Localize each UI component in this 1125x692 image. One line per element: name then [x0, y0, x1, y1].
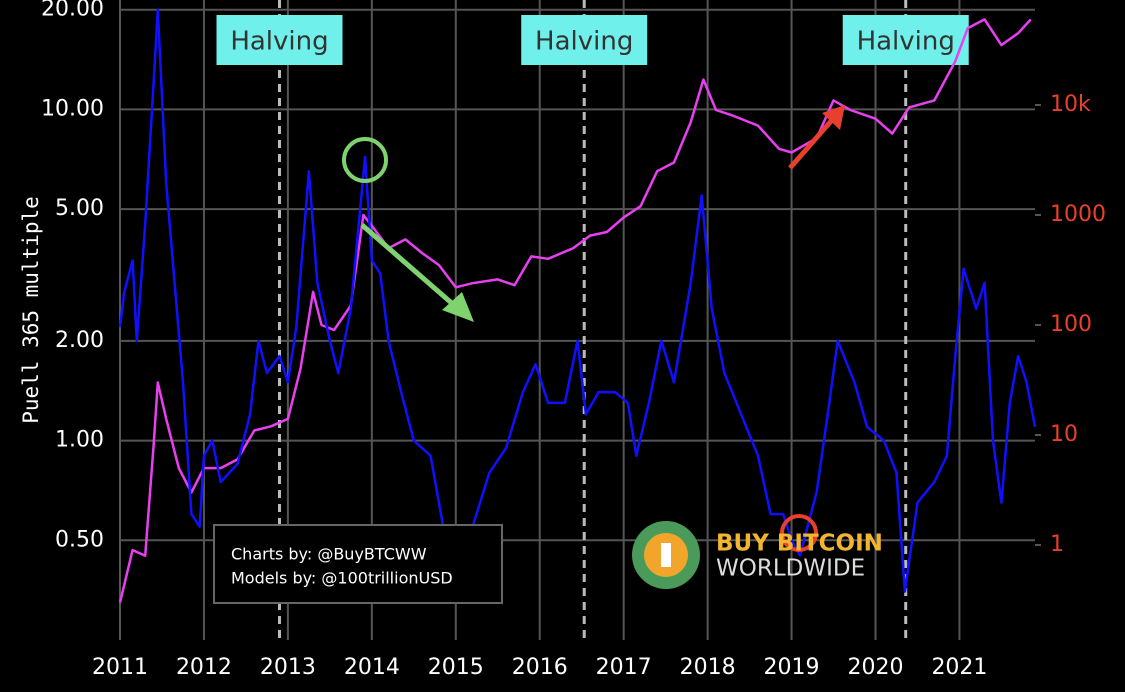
y2-tick-label: 1: [1050, 532, 1064, 557]
series-line: [118, 8, 1037, 593]
y2-tick-label: 10: [1050, 422, 1078, 447]
series-line: [118, 18, 1032, 603]
y-tick-label: 1.00: [55, 428, 104, 453]
y-tick-label: 2.00: [55, 328, 104, 353]
x-tick-label: 2012: [176, 655, 232, 680]
credit: Charts by: @BuyBTCWW: [231, 545, 427, 564]
halving-label-bg: [842, 15, 969, 65]
x-tick-label: 2020: [848, 655, 904, 680]
logo-text: WORLDWIDE: [716, 556, 865, 582]
halving-label: Halving: [857, 27, 955, 57]
halving-label-bg: [521, 15, 648, 65]
highlight-circle: [780, 514, 818, 552]
y-tick-label: 20.00: [41, 0, 104, 22]
x-tick-label: 2014: [344, 655, 400, 680]
logo-mark: [661, 543, 671, 567]
x-tick-label: 2019: [764, 655, 820, 680]
series: [118, 8, 1037, 603]
x-tick-label: 2013: [260, 655, 316, 680]
arrow: [788, 118, 834, 170]
x-tick-label: 2011: [92, 655, 148, 680]
arrow-head: [442, 292, 474, 322]
y2-tick-label: 100: [1050, 312, 1092, 337]
x-tick-label: 2017: [596, 655, 652, 680]
highlight-circle: [342, 137, 388, 183]
halving-label-bg: [216, 15, 343, 65]
y-tick-label: 0.50: [55, 527, 104, 552]
x-tick-label: 2016: [512, 655, 568, 680]
annotations: Halving Halving Halving: [216, 0, 969, 640]
halving-label: Halving: [230, 27, 328, 57]
arrow-head: [822, 105, 845, 130]
x-tick-label: 2021: [931, 655, 987, 680]
credit: Models by: @100trillionUSD: [231, 569, 453, 588]
y-tick-label: 10.00: [41, 96, 104, 121]
credits-box: [213, 524, 503, 604]
y2-tick-label: 1000: [1050, 202, 1106, 227]
logo-text: BUY BITCOIN: [716, 531, 883, 557]
arrow: [360, 223, 457, 308]
x-tick-label: 2018: [680, 655, 736, 680]
halving-label: Halving: [535, 27, 633, 57]
x-tick-label: 2015: [428, 655, 484, 680]
y-axis-label: Puell 365 multiple: [19, 196, 43, 424]
y2-tick-label: 10k: [1050, 92, 1091, 117]
y-tick-label: 5.00: [55, 196, 104, 221]
